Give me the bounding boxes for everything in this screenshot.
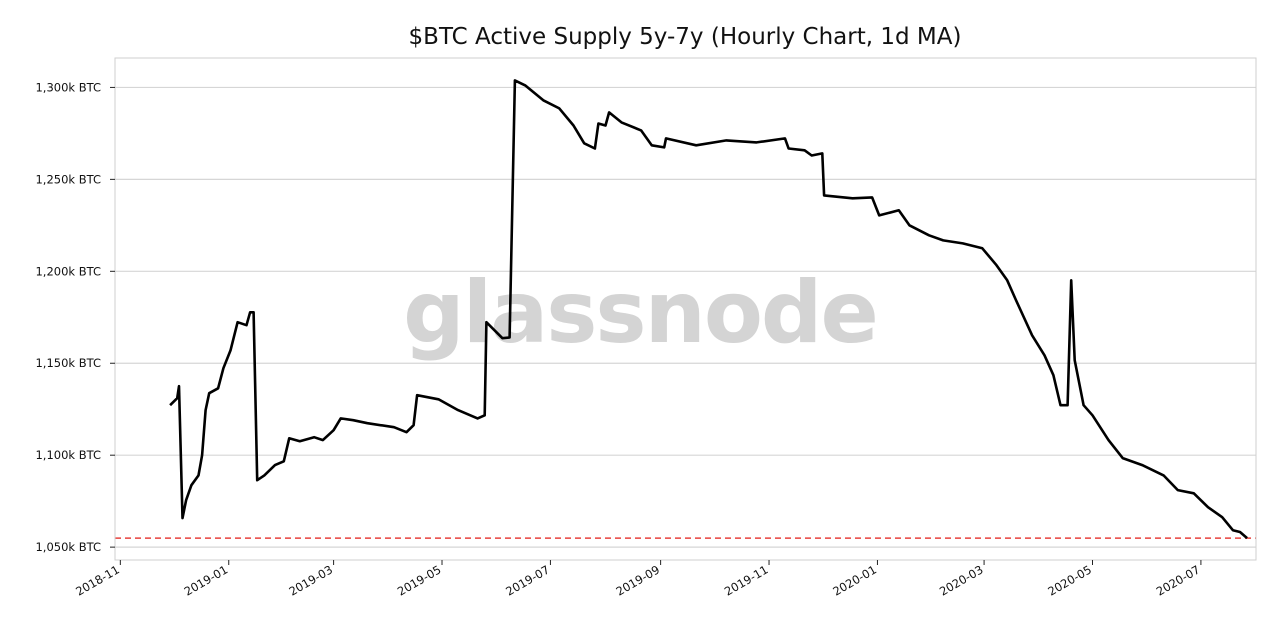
x-tick-label: 2019-01	[182, 562, 231, 598]
x-tick-label: 2020-03	[937, 562, 986, 598]
x-tick-label: 2020-07	[1154, 562, 1203, 598]
x-tick-label: 2018-11	[73, 562, 122, 598]
x-tick-label: 2019-05	[395, 562, 444, 598]
y-tick-label: 1,050k BTC	[35, 540, 101, 554]
watermark: glassnode	[403, 263, 877, 363]
y-tick-label: 1,100k BTC	[35, 448, 101, 462]
x-axis: 2018-11 2019-01 2019-03 2019-05 2019-07 2019-…	[73, 560, 1202, 599]
x-tick-label: 2019-07	[503, 562, 552, 598]
plot-frame	[114, 57, 1257, 561]
x-tick-label: 2019-03	[286, 562, 335, 598]
grid-lines	[115, 86, 1256, 548]
y-tick-label: 1,150k BTC	[35, 356, 101, 370]
x-tick-label: 2020-05	[1045, 562, 1094, 598]
y-tick-label: 1,250k BTC	[35, 172, 101, 186]
y-tick-label: 1,300k BTC	[35, 80, 101, 94]
x-tick-label: 2020-01	[830, 562, 879, 598]
x-tick-label: 2019-11	[722, 562, 771, 598]
x-tick-label: 2019-09	[613, 562, 662, 598]
y-axis: 1,050k BTC 1,100k BTC 1,150k BTC 1,200k BTC…	[35, 80, 115, 554]
y-tick-label: 1,200k BTC	[35, 264, 101, 278]
chart-title: $BTC Active Supply 5y-7y (Hourly Chart, …	[409, 24, 962, 50]
series-line	[169, 79, 1248, 540]
